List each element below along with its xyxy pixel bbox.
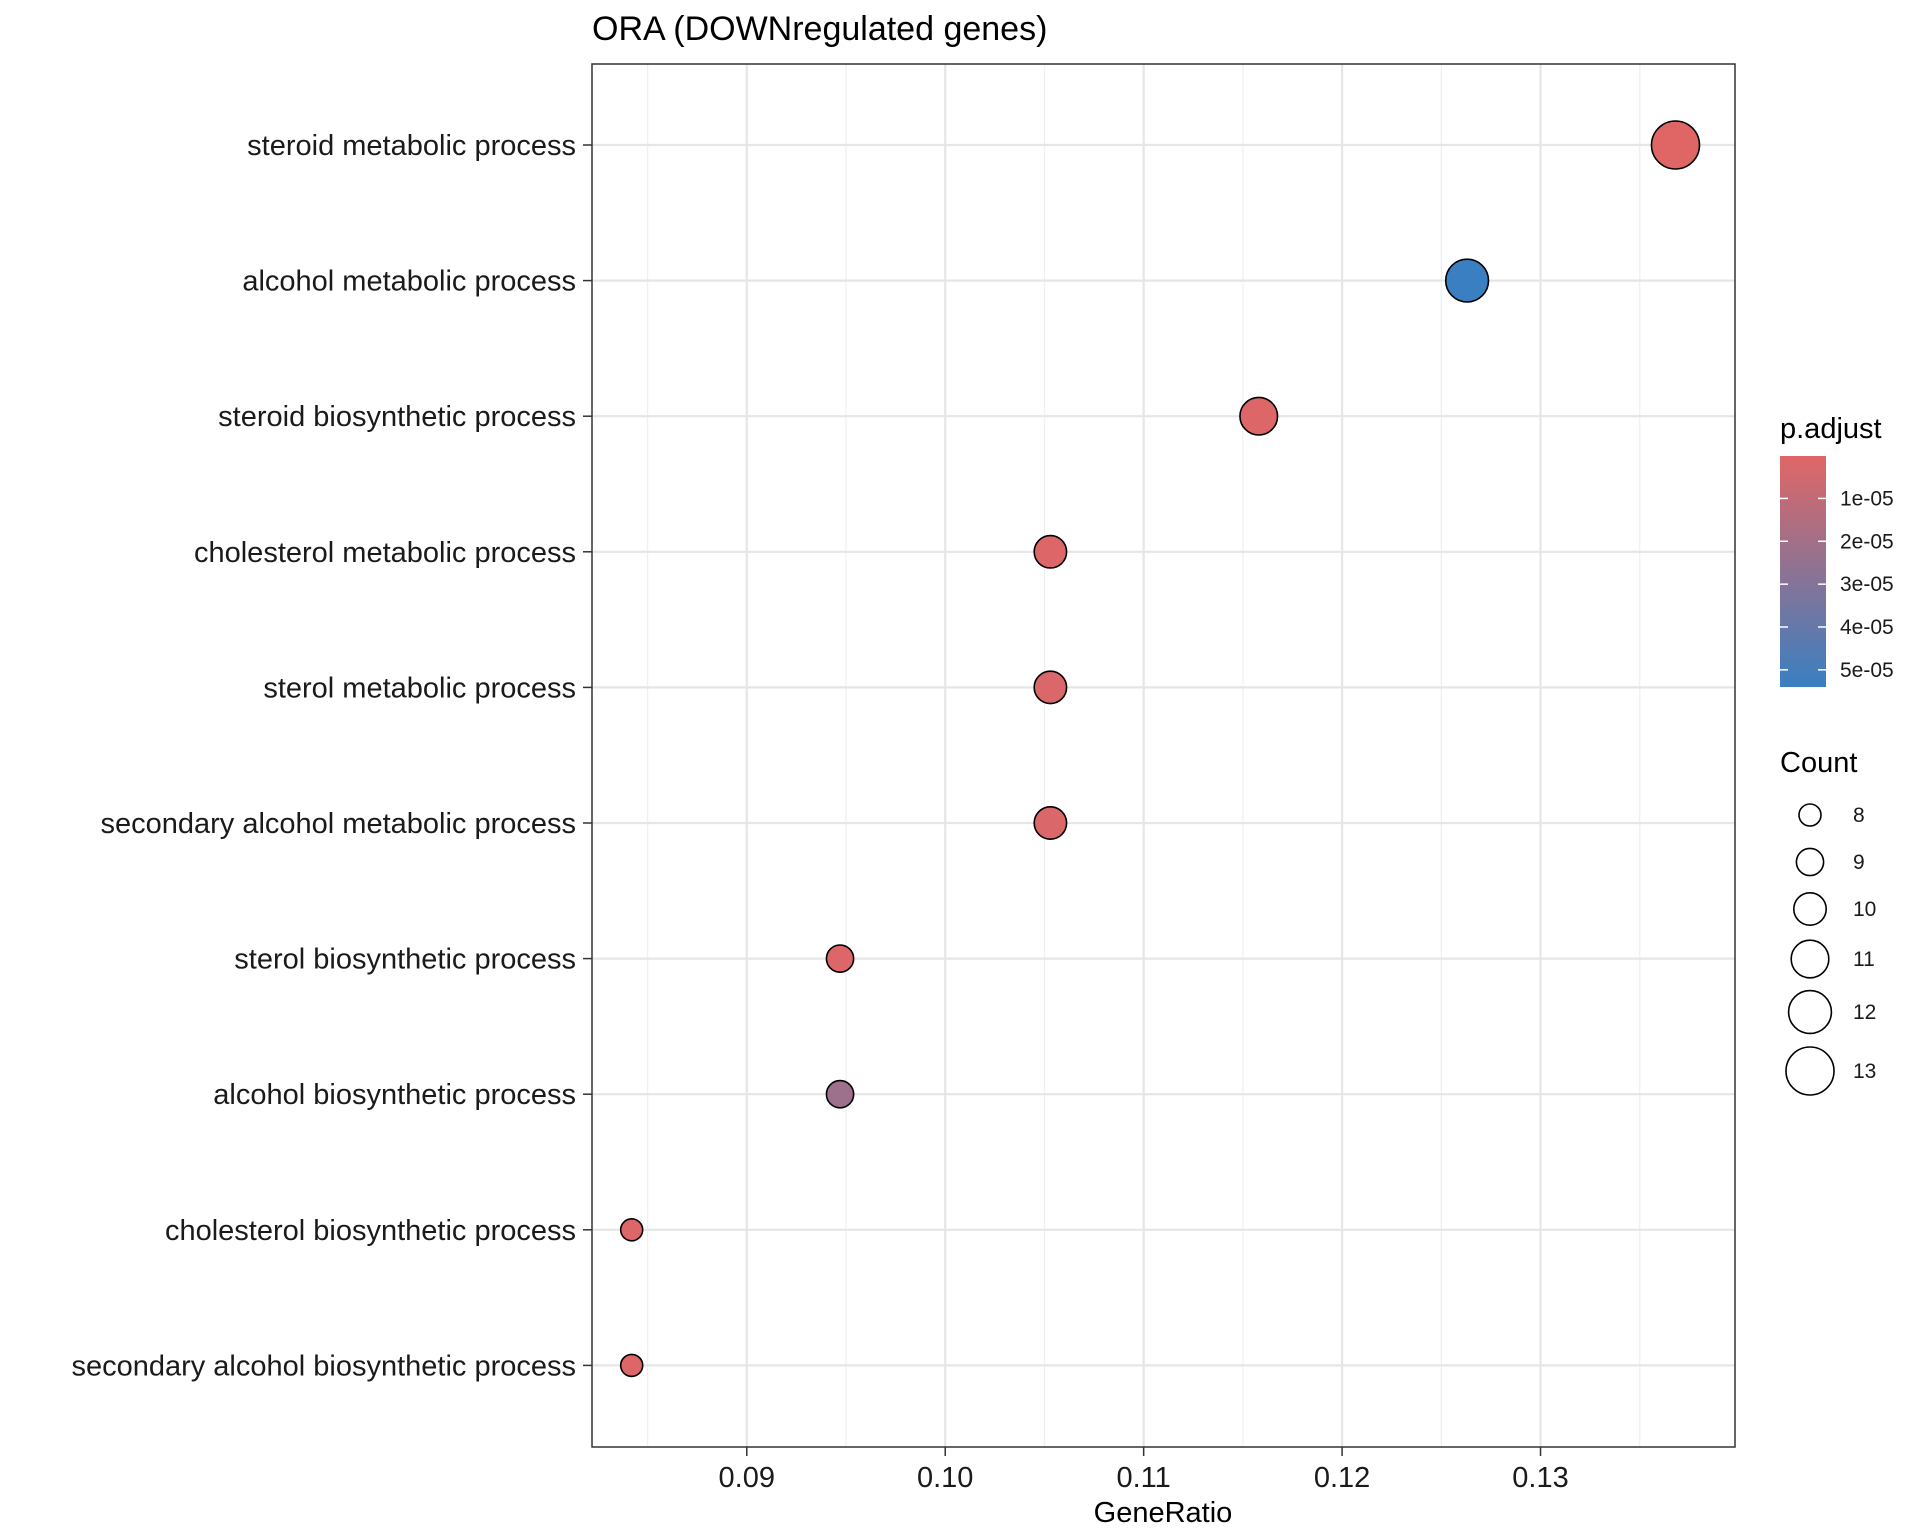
- legend-count-label: 11: [1853, 948, 1875, 971]
- x-tick-label: 0.12: [1314, 1462, 1370, 1494]
- data-point: [619, 1353, 644, 1378]
- legend-count-circle: [1793, 891, 1828, 926]
- legend-count-circle: [1798, 803, 1822, 827]
- chart-title: ORA (DOWNregulated genes): [592, 10, 1047, 48]
- x-tick-label: 0.10: [917, 1462, 973, 1494]
- legend-count-label: 8: [1853, 804, 1865, 827]
- data-point: [619, 1218, 644, 1242]
- data-point: [1239, 396, 1279, 436]
- y-tick-label: steroid metabolic process: [247, 130, 576, 162]
- legend-count-label: 13: [1853, 1060, 1876, 1083]
- data-point: [1650, 120, 1701, 170]
- y-axis: steroid metabolic process alcohol metabol…: [71, 130, 592, 1382]
- y-tick-label: secondary alcohol biosynthetic process: [71, 1350, 576, 1382]
- x-tick-label: 0.11: [1117, 1462, 1171, 1494]
- data-point: [1033, 670, 1068, 705]
- x-tick-label: 0.13: [1512, 1462, 1568, 1494]
- y-tick-label: cholesterol biosynthetic process: [165, 1215, 576, 1247]
- grid-lines: [592, 64, 1735, 1447]
- legend-padjust-label: 4e-05: [1840, 616, 1894, 639]
- data-point: [825, 944, 855, 974]
- legend-count-label: 9: [1853, 851, 1865, 874]
- legend-padjust-label: 2e-05: [1840, 530, 1894, 553]
- legend-count-label: 12: [1853, 1001, 1876, 1024]
- x-axis: 0.09 0.10 0.11 0.12 0.13: [719, 1447, 1569, 1494]
- legend-count-circle: [1785, 1046, 1835, 1096]
- legend-count-title: Count: [1780, 747, 1857, 779]
- data-point: [1033, 534, 1068, 569]
- y-tick-label: cholesterol metabolic process: [194, 537, 576, 569]
- data-point: [825, 1079, 855, 1109]
- legend-padjust-title: p.adjust: [1780, 413, 1882, 445]
- legend-padjust-colorbar: [1780, 456, 1826, 687]
- y-tick-label: secondary alcohol metabolic process: [100, 808, 576, 840]
- legend-padjust-label: 1e-05: [1840, 487, 1894, 510]
- x-tick-label: 0.09: [719, 1462, 775, 1494]
- y-tick-label: sterol biosynthetic process: [234, 944, 576, 976]
- y-tick-label: alcohol metabolic process: [242, 266, 576, 298]
- legend-count-circle: [1787, 989, 1833, 1035]
- legend-count-circle: [1790, 939, 1830, 979]
- data-points: [619, 120, 1701, 1378]
- plot-panel-border: [591, 63, 1736, 1448]
- legend-padjust-label: 5e-05: [1840, 659, 1894, 682]
- data-point: [1033, 805, 1068, 840]
- legend-count-label: 10: [1853, 898, 1876, 921]
- legend-padjust: p.adjust 1e-05 2e-05 3e-05 4e-05 5e-05: [1780, 413, 1894, 687]
- legend-count-circle: [1795, 847, 1825, 877]
- legend-padjust-label: 3e-05: [1840, 573, 1894, 596]
- y-tick-label: steroid biosynthetic process: [218, 401, 576, 433]
- legend-count: Count 8 9 10 11 12 13: [1780, 747, 1876, 1096]
- y-tick-label: alcohol biosynthetic process: [213, 1079, 576, 1111]
- data-point: [1444, 258, 1490, 303]
- y-tick-label: sterol metabolic process: [263, 672, 576, 704]
- x-axis-title: GeneRatio: [1094, 1497, 1233, 1529]
